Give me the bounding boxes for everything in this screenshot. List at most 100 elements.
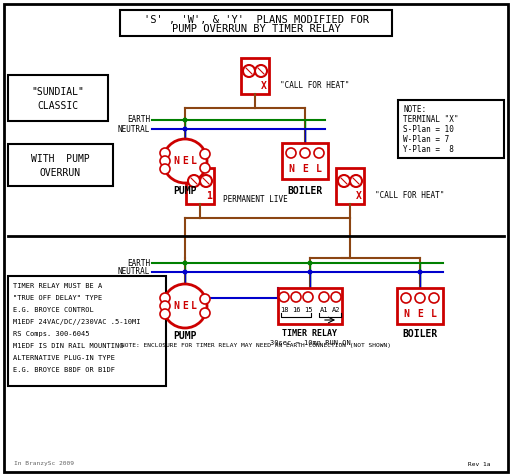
- Text: E.G. BROYCE B8DF OR B1DF: E.G. BROYCE B8DF OR B1DF: [13, 367, 115, 373]
- Text: E: E: [302, 164, 308, 174]
- FancyBboxPatch shape: [398, 100, 504, 158]
- Text: PUMP: PUMP: [173, 186, 197, 196]
- Circle shape: [243, 65, 255, 77]
- FancyBboxPatch shape: [8, 144, 113, 186]
- Text: N: N: [288, 164, 294, 174]
- Text: NOTE:: NOTE:: [403, 106, 426, 115]
- Text: NEUTRAL: NEUTRAL: [118, 125, 150, 133]
- Circle shape: [160, 301, 170, 311]
- FancyBboxPatch shape: [4, 4, 508, 472]
- Text: CLASSIC: CLASSIC: [37, 101, 78, 111]
- Text: E: E: [417, 309, 423, 319]
- Text: EARTH: EARTH: [127, 116, 150, 125]
- Circle shape: [200, 175, 212, 187]
- Text: Rev 1a: Rev 1a: [467, 462, 490, 466]
- Text: M1EDF IS DIN RAIL MOUNTING: M1EDF IS DIN RAIL MOUNTING: [13, 343, 123, 349]
- Text: M1EDF 24VAC/DC//230VAC .5-10MI: M1EDF 24VAC/DC//230VAC .5-10MI: [13, 319, 140, 325]
- FancyBboxPatch shape: [241, 58, 269, 94]
- Text: W-Plan = 7: W-Plan = 7: [403, 136, 449, 145]
- Circle shape: [303, 292, 313, 302]
- Text: PERMANENT LIVE: PERMANENT LIVE: [223, 196, 287, 205]
- Text: E: E: [182, 301, 188, 311]
- Text: N: N: [173, 301, 179, 311]
- Circle shape: [182, 269, 187, 275]
- Circle shape: [286, 148, 296, 158]
- Circle shape: [188, 175, 200, 187]
- Text: "TRUE OFF DELAY" TYPE: "TRUE OFF DELAY" TYPE: [13, 295, 102, 301]
- Circle shape: [300, 148, 310, 158]
- Text: X: X: [356, 191, 362, 201]
- Text: 18: 18: [280, 307, 288, 313]
- Text: PUMP OVERRUN BY TIMER RELAY: PUMP OVERRUN BY TIMER RELAY: [172, 24, 340, 34]
- Text: PUMP: PUMP: [173, 331, 197, 341]
- Text: BOILER: BOILER: [287, 186, 323, 196]
- Text: TERMINAL "X": TERMINAL "X": [403, 116, 459, 125]
- Text: EARTH: EARTH: [127, 258, 150, 268]
- Circle shape: [308, 269, 312, 275]
- Circle shape: [160, 293, 170, 303]
- Text: S-Plan = 10: S-Plan = 10: [403, 126, 454, 135]
- Circle shape: [182, 260, 187, 266]
- Text: L: L: [191, 156, 197, 166]
- Circle shape: [182, 118, 187, 122]
- FancyBboxPatch shape: [120, 10, 392, 36]
- Text: E: E: [182, 156, 188, 166]
- Circle shape: [200, 149, 210, 159]
- Text: OVERRUN: OVERRUN: [39, 168, 80, 178]
- Text: L: L: [431, 309, 437, 319]
- Text: NOTE: ENCLOSURE FOR TIMER RELAY MAY NEED AN EARTH CONNECTION (NOT SHOWN): NOTE: ENCLOSURE FOR TIMER RELAY MAY NEED…: [121, 344, 391, 348]
- Circle shape: [415, 293, 425, 303]
- Circle shape: [200, 163, 210, 173]
- Circle shape: [160, 309, 170, 319]
- Circle shape: [417, 269, 422, 275]
- Text: Y-Plan =  8: Y-Plan = 8: [403, 146, 454, 155]
- Text: A2: A2: [332, 307, 340, 313]
- Circle shape: [331, 292, 341, 302]
- Circle shape: [255, 65, 267, 77]
- Text: "SUNDIAL": "SUNDIAL": [32, 87, 84, 97]
- Text: N: N: [403, 309, 409, 319]
- Circle shape: [160, 156, 170, 166]
- Text: E.G. BROYCE CONTROL: E.G. BROYCE CONTROL: [13, 307, 94, 313]
- Circle shape: [163, 284, 207, 328]
- Circle shape: [200, 308, 210, 318]
- Text: 1: 1: [206, 191, 212, 201]
- Circle shape: [160, 148, 170, 158]
- Text: In BranzySc 2009: In BranzySc 2009: [14, 462, 74, 466]
- Text: ALTERNATIVE PLUG-IN TYPE: ALTERNATIVE PLUG-IN TYPE: [13, 355, 115, 361]
- Text: TIMER RELAY: TIMER RELAY: [283, 329, 337, 338]
- Circle shape: [429, 293, 439, 303]
- Text: N: N: [173, 156, 179, 166]
- FancyBboxPatch shape: [186, 168, 214, 204]
- Text: L: L: [316, 164, 322, 174]
- Text: "CALL FOR HEAT": "CALL FOR HEAT": [375, 191, 444, 200]
- Text: A1: A1: [320, 307, 328, 313]
- FancyBboxPatch shape: [397, 288, 443, 324]
- Text: "CALL FOR HEAT": "CALL FOR HEAT": [280, 81, 349, 90]
- Circle shape: [160, 164, 170, 174]
- Text: 15: 15: [304, 307, 312, 313]
- Text: RS Comps. 300-6045: RS Comps. 300-6045: [13, 331, 90, 337]
- Circle shape: [200, 294, 210, 304]
- Circle shape: [163, 139, 207, 183]
- Circle shape: [314, 148, 324, 158]
- Text: L: L: [191, 301, 197, 311]
- FancyBboxPatch shape: [336, 168, 364, 204]
- Text: WITH  PUMP: WITH PUMP: [31, 154, 90, 164]
- Circle shape: [338, 175, 350, 187]
- FancyBboxPatch shape: [8, 276, 166, 386]
- Text: NEUTRAL: NEUTRAL: [118, 268, 150, 277]
- Circle shape: [291, 292, 301, 302]
- Circle shape: [319, 292, 329, 302]
- FancyBboxPatch shape: [8, 75, 108, 121]
- Text: 'S' , 'W', & 'Y'  PLANS MODIFIED FOR: 'S' , 'W', & 'Y' PLANS MODIFIED FOR: [143, 15, 369, 25]
- Circle shape: [279, 292, 289, 302]
- FancyBboxPatch shape: [278, 288, 342, 324]
- Circle shape: [401, 293, 411, 303]
- Text: 30sec ~ 10mn RUN-ON: 30sec ~ 10mn RUN-ON: [270, 340, 350, 346]
- FancyBboxPatch shape: [282, 143, 328, 179]
- Text: 16: 16: [292, 307, 300, 313]
- Circle shape: [350, 175, 362, 187]
- Circle shape: [308, 260, 312, 266]
- Text: BOILER: BOILER: [402, 329, 438, 339]
